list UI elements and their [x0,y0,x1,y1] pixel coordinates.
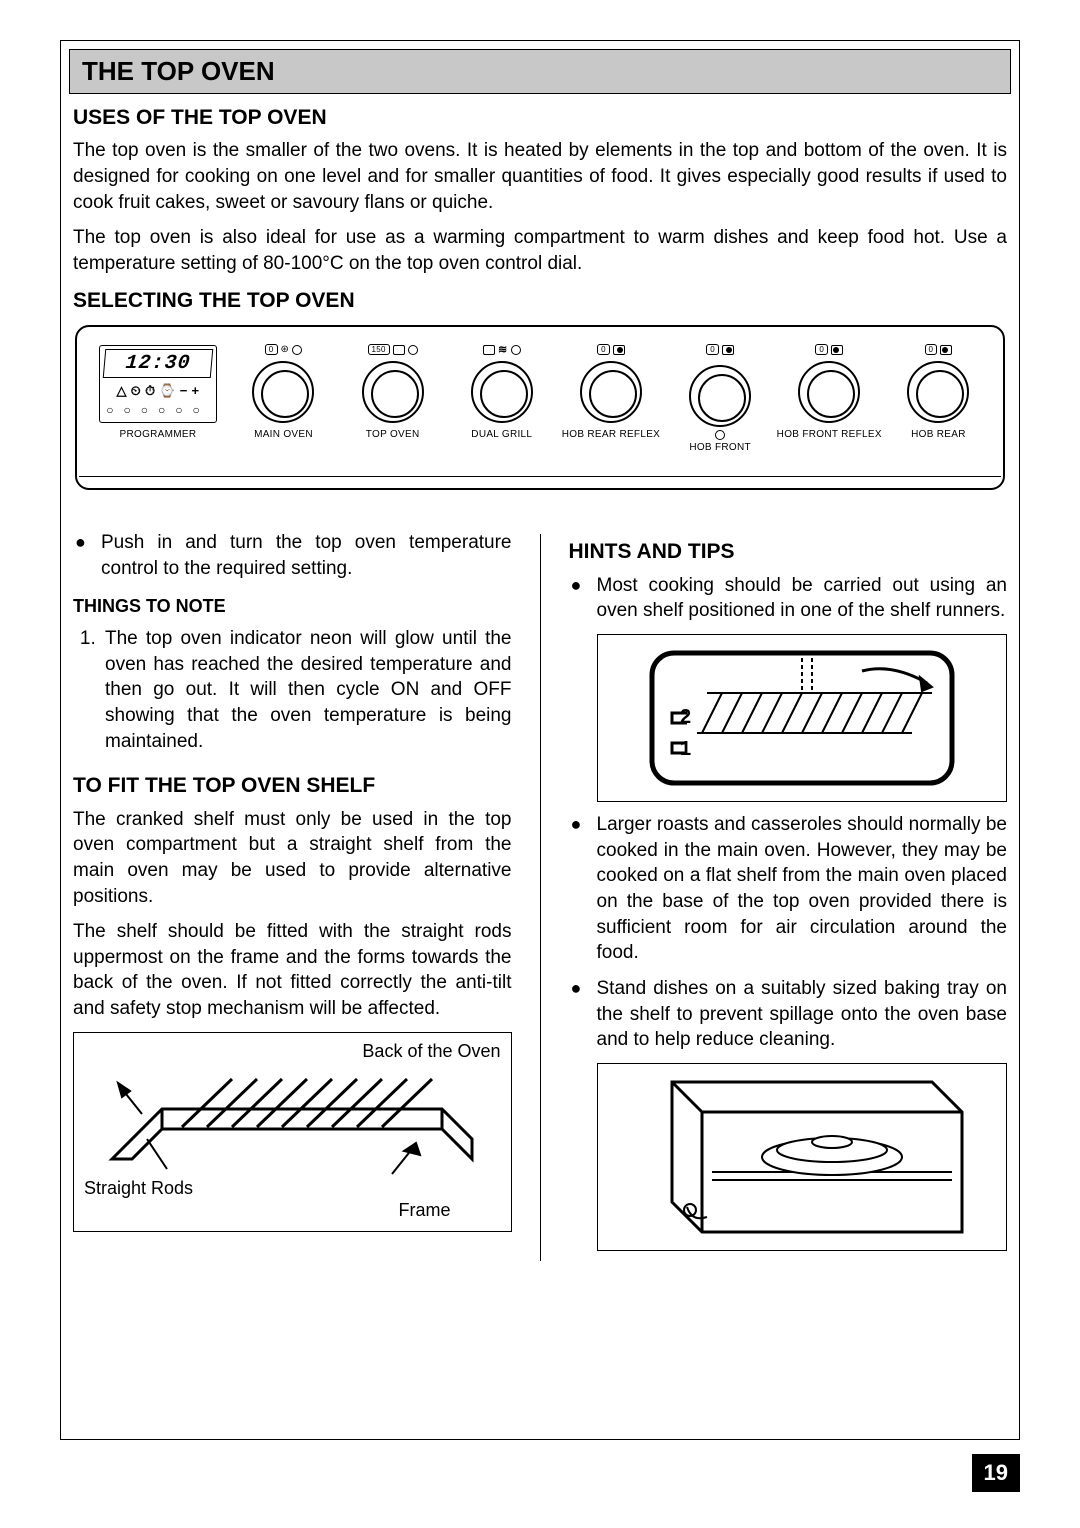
dial-hob-rear-reflex: 0 HOB REAR REFLEX [556,343,665,451]
shelf-num-1: 1 [680,738,691,760]
fit-shelf-heading: TO FIT THE TOP OVEN SHELF [73,772,512,800]
indicator-icon [292,345,302,355]
instruction-bullet: Push in and turn the top oven temperatur… [73,530,512,581]
dial-dual-grill: ≋ DUAL GRILL [447,343,556,451]
indicator-icon [511,345,521,355]
uses-p2: The top oven is also ideal for use as a … [73,225,1007,276]
note-item: The top oven indicator neon will glow un… [101,626,512,754]
tray-svg [632,1072,972,1242]
shelf-fitting-figure: Back of the Oven [73,1032,512,1232]
dial-top-oven: 150 TOP OVEN [338,343,447,451]
left-column: Push in and turn the top oven temperatur… [73,530,512,1260]
dial-label: HOB REAR [911,429,966,451]
programmer-block: 12:30 △ ⏲ ⏱ ⌚ − + ○○○○○○ PROGRAMMER [87,343,229,451]
dial-badge: 0 [597,344,610,355]
dial-hob-rear: 0 HOB REAR [884,343,993,451]
hob-icon [722,345,734,355]
shelf-num-2: 2 [680,706,691,728]
dial-label: HOB FRONT [689,442,751,464]
uses-p1: The top oven is the smaller of the two o… [73,138,1007,215]
fan-icon: ⊛ [281,343,290,357]
dial-label: HOB FRONT REFLEX [777,429,882,451]
uses-heading: USES OF THE TOP OVEN [73,104,1007,132]
programmer-icons: △ ⏲ ⏱ ⌚ − + [104,382,212,400]
hob-icon [613,345,625,355]
dial-badge: 0 [265,344,278,355]
selecting-heading: SELECTING THE TOP OVEN [73,287,1007,315]
hint-bullet-2: Larger roasts and casseroles should norm… [569,812,1008,966]
control-panel-figure: 12:30 △ ⏲ ⏱ ⌚ − + ○○○○○○ PROGRAMMER 0⊛ M… [75,325,1005,491]
fig-label-rods: Straight Rods [84,1176,193,1200]
fig-label-back: Back of the Oven [362,1039,500,1063]
dial-label: TOP OVEN [366,429,420,451]
dial-label: MAIN OVEN [254,429,313,451]
hint-bullet-3: Stand dishes on a suitably sized baking … [569,976,1008,1053]
shelf-positions-figure: 2 1 [597,634,1008,802]
dial-hob-front: 0 HOB FRONT [666,343,775,465]
fig-label-frame: Frame [398,1198,450,1222]
section-title-bar: THE TOP OVEN [69,49,1011,94]
column-divider [540,534,541,1260]
content-area: USES OF THE TOP OVEN The top oven is the… [61,104,1019,1261]
programmer-buttons: ○○○○○○ [104,402,212,418]
dial-badge: 0 [706,344,719,355]
grill-icon [483,345,495,355]
shelf-pos-svg: 2 1 [632,643,972,793]
things-to-note-heading: THINGS TO NOTE [73,594,512,618]
indicator-icon [408,345,418,355]
dial-hob-front-reflex: 0 HOB FRONT REFLEX [775,343,884,451]
heat-icon [393,345,405,355]
dial-label: DUAL GRILL [471,429,532,451]
indicator-icon [715,430,725,440]
dial-badge: 0 [815,344,828,355]
hint-bullet-1: Most cooking should be carried out using… [569,573,1008,624]
dial-label: HOB REAR REFLEX [562,429,660,451]
programmer-label: PROGRAMMER [120,429,197,451]
hob-icon [831,345,843,355]
dial-badge: 0 [925,344,938,355]
programmer-display: 12:30 [103,349,214,378]
dial-main-oven: 0⊛ MAIN OVEN [229,343,338,451]
fit-p2: The shelf should be fitted with the stra… [73,919,512,1022]
page-number: 19 [972,1454,1020,1492]
right-column: HINTS AND TIPS Most cooking should be ca… [569,530,1008,1260]
wave-icon: ≋ [498,343,508,358]
fit-p1: The cranked shelf must only be used in t… [73,807,512,910]
dial-badge: 150 [368,344,390,355]
baking-tray-figure [597,1063,1008,1251]
page-frame: THE TOP OVEN USES OF THE TOP OVEN The to… [60,40,1020,1440]
hints-heading: HINTS AND TIPS [569,538,1008,566]
hob-icon [940,345,952,355]
